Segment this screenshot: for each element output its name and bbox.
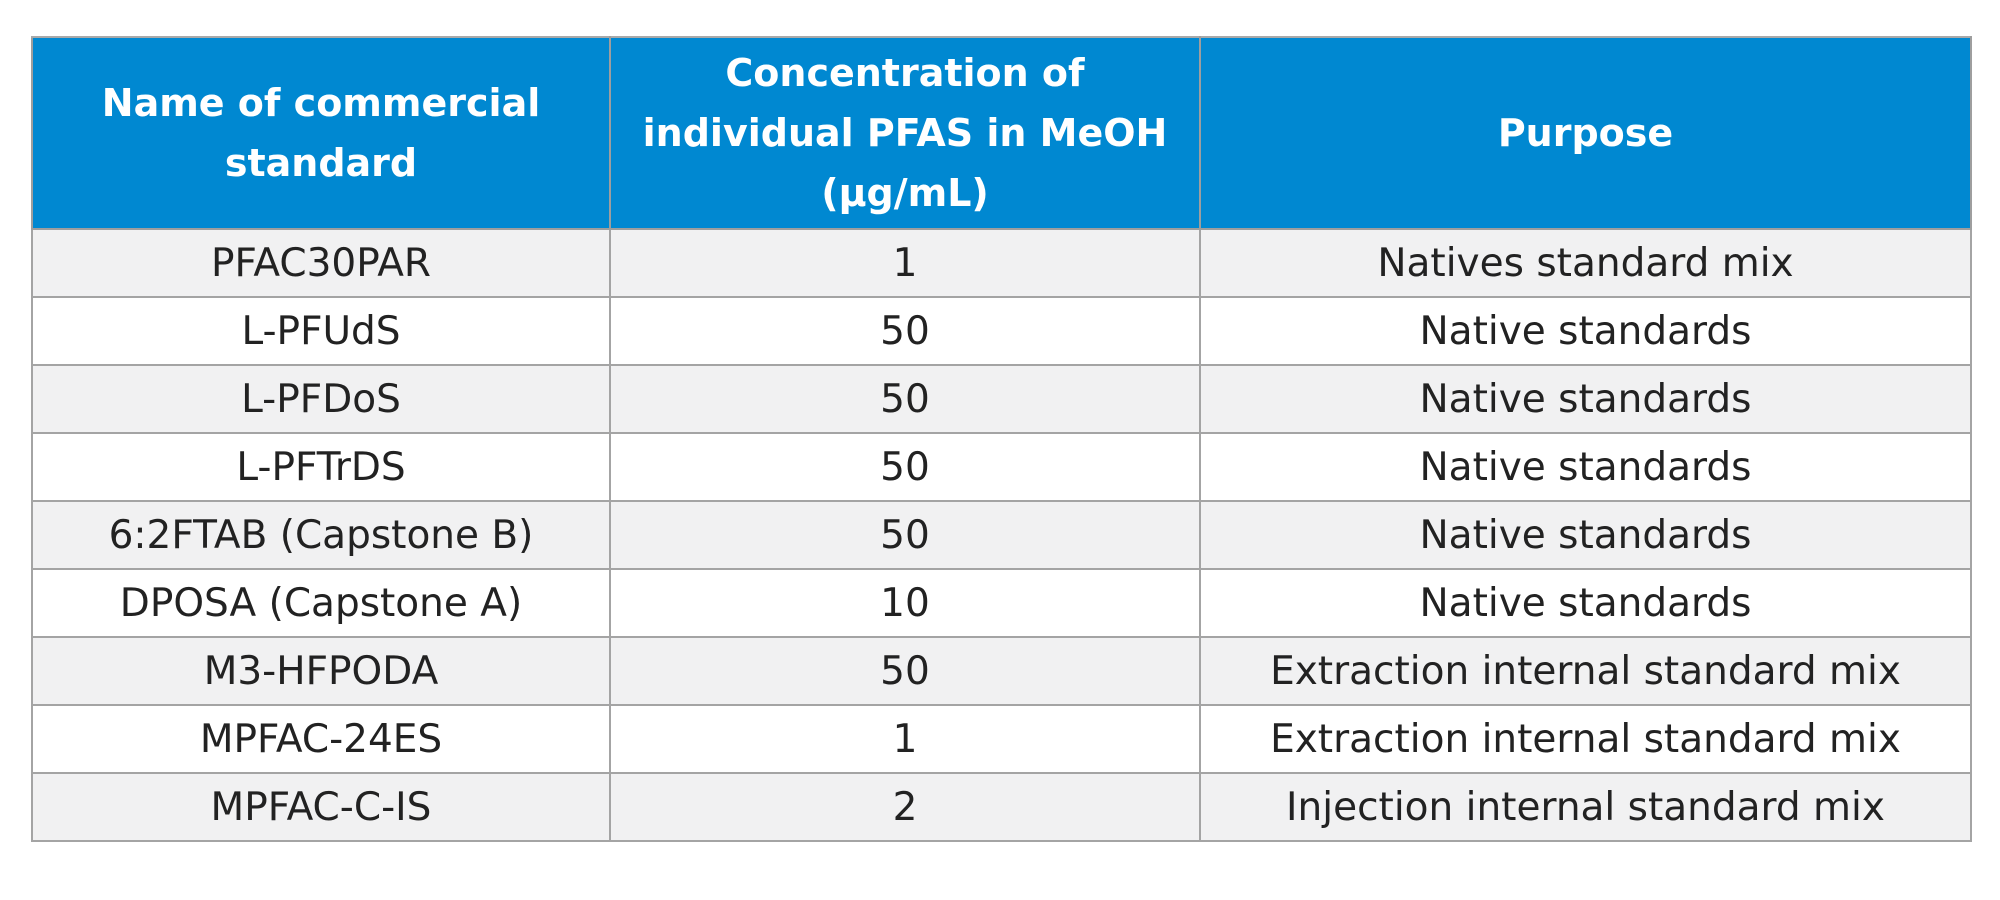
cell-standard-name: PFAC30PAR (31, 228, 611, 298)
cell-purpose: Extraction internal standard mix (1199, 704, 1972, 774)
table-row: MPFAC-24ES 1 Extraction internal standar… (31, 704, 1972, 774)
table-row: L-PFDoS 50 Native standards (31, 364, 1972, 434)
cell-concentration: 1 (609, 704, 1201, 774)
cell-purpose: Native standards (1199, 432, 1972, 502)
cell-standard-name: L-PFDoS (31, 364, 611, 434)
table-row: DPOSA (Capstone A) 10 Native standards (31, 568, 1972, 638)
cell-standard-name: L-PFUdS (31, 296, 611, 366)
header-standard-name: Name of commercial standard (31, 36, 611, 230)
cell-concentration: 50 (609, 364, 1201, 434)
table-row: L-PFUdS 50 Native standards (31, 296, 1972, 366)
cell-concentration: 50 (609, 500, 1201, 570)
header-row: Name of commercial standard Concentratio… (31, 36, 1972, 230)
cell-standard-name: 6:2FTAB (Capstone B) (31, 500, 611, 570)
cell-standard-name: DPOSA (Capstone A) (31, 568, 611, 638)
cell-purpose: Native standards (1199, 364, 1972, 434)
cell-concentration: 2 (609, 772, 1201, 842)
table-header: Name of commercial standard Concentratio… (31, 36, 1972, 230)
cell-purpose: Natives standard mix (1199, 228, 1972, 298)
table-row: PFAC30PAR 1 Natives standard mix (31, 228, 1972, 298)
cell-standard-name: L-PFTrDS (31, 432, 611, 502)
cell-standard-name: M3-HFPODA (31, 636, 611, 706)
table-row: L-PFTrDS 50 Native standards (31, 432, 1972, 502)
cell-concentration: 10 (609, 568, 1201, 638)
header-purpose: Purpose (1199, 36, 1972, 230)
cell-standard-name: MPFAC-24ES (31, 704, 611, 774)
table-row: M3-HFPODA 50 Extraction internal standar… (31, 636, 1972, 706)
cell-concentration: 50 (609, 636, 1201, 706)
cell-purpose: Native standards (1199, 500, 1972, 570)
cell-purpose: Extraction internal standard mix (1199, 636, 1972, 706)
standards-table: Name of commercial standard Concentratio… (31, 36, 1972, 842)
cell-concentration: 50 (609, 296, 1201, 366)
cell-concentration: 1 (609, 228, 1201, 298)
table-body: PFAC30PAR 1 Natives standard mix L-PFUdS… (31, 228, 1972, 842)
cell-purpose: Native standards (1199, 296, 1972, 366)
header-concentration: Concentration of individual PFAS in MeOH… (609, 36, 1201, 230)
cell-purpose: Native standards (1199, 568, 1972, 638)
table-row: MPFAC-C-IS 2 Injection internal standard… (31, 772, 1972, 842)
cell-purpose: Injection internal standard mix (1199, 772, 1972, 842)
cell-standard-name: MPFAC-C-IS (31, 772, 611, 842)
table-row: 6:2FTAB (Capstone B) 50 Native standards (31, 500, 1972, 570)
standards-table-container: Name of commercial standard Concentratio… (31, 36, 1972, 842)
cell-concentration: 50 (609, 432, 1201, 502)
